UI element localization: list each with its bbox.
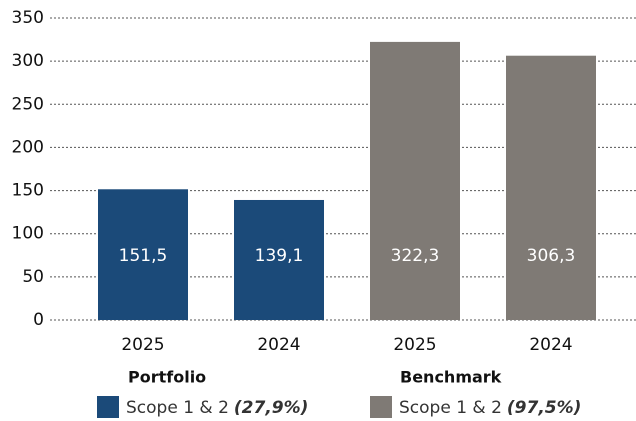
y-tick-label: 150 bbox=[12, 181, 44, 201]
legend-share: (27,9%) bbox=[234, 398, 309, 418]
y-tick-label: 100 bbox=[12, 224, 44, 244]
x-tick-label: 2025 bbox=[121, 335, 164, 355]
bar bbox=[506, 55, 596, 321]
group-label: Portfolio bbox=[128, 368, 206, 387]
bar bbox=[370, 41, 460, 320]
legend-name: Scope 1 & 2 bbox=[399, 398, 502, 418]
y-tick-label: 350 bbox=[12, 8, 44, 28]
x-tick-label: 2024 bbox=[257, 335, 300, 355]
value-label: 151,5 bbox=[119, 246, 168, 266]
group-label: Benchmark bbox=[400, 368, 502, 387]
legend-share: (97,5%) bbox=[507, 398, 582, 418]
legend-swatch bbox=[370, 396, 392, 418]
x-tick-label: 2024 bbox=[529, 335, 572, 355]
bar bbox=[98, 189, 188, 320]
x-tick-label: 2025 bbox=[393, 335, 436, 355]
y-tick-label: 200 bbox=[12, 137, 44, 157]
bar bbox=[234, 199, 324, 320]
y-tick-label: 250 bbox=[12, 94, 44, 114]
legend-label: Scope 1 & 2 (97,5%) bbox=[399, 398, 581, 418]
legend-label: Scope 1 & 2 (27,9%) bbox=[126, 398, 308, 418]
value-label: 306,3 bbox=[527, 246, 576, 266]
y-tick-label: 0 bbox=[33, 310, 44, 330]
legend-swatch bbox=[97, 396, 119, 418]
legend-name: Scope 1 & 2 bbox=[126, 398, 229, 418]
y-tick-label: 50 bbox=[22, 267, 44, 287]
value-label: 322,3 bbox=[391, 246, 440, 266]
value-label: 139,1 bbox=[255, 246, 304, 266]
y-tick-label: 300 bbox=[12, 51, 44, 71]
